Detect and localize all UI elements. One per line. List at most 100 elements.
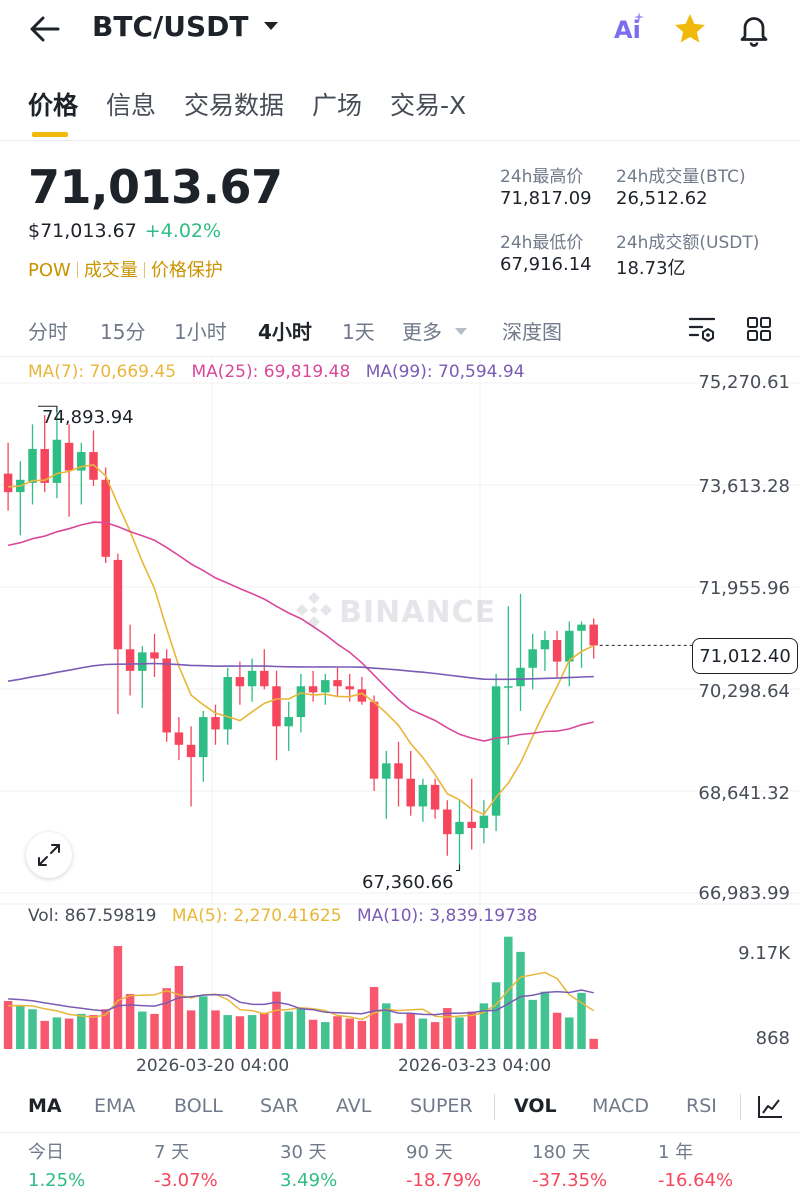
- tag-volume[interactable]: 成交量: [83, 260, 138, 281]
- volume-legend: Vol: 867.59819 MA(5): 2,270.41625 MA(10)…: [28, 906, 537, 926]
- tag-price-protection[interactable]: 价格保护: [150, 260, 223, 281]
- tab-square[interactable]: 广场: [312, 91, 363, 120]
- tag-divider: [143, 262, 145, 278]
- indicator-vol[interactable]: VOL: [514, 1095, 557, 1117]
- candle-body: [369, 701, 379, 779]
- volume-bar: [491, 982, 501, 1049]
- vol-usdt-24h-label: 24h成交额(USDT): [616, 233, 760, 253]
- volume-bar: [28, 1009, 37, 1049]
- volume-bar: [394, 1023, 403, 1049]
- pair-selector[interactable]: BTC/USDT: [92, 10, 280, 43]
- volume-bar: [174, 965, 184, 1049]
- perf-label-30d: 30 天: [280, 1142, 327, 1163]
- candle-body: [345, 686, 354, 690]
- candle-body: [467, 821, 476, 829]
- usd-price-row: $71,013.67 +4.02%: [28, 220, 221, 242]
- layout-grid-icon[interactable]: [746, 316, 772, 342]
- indicator-divider: [494, 1094, 495, 1120]
- volume-bar: [467, 1011, 476, 1049]
- volume-bar: [528, 999, 537, 1049]
- binance-logo-icon: [296, 592, 332, 628]
- tag-row: POW 成交量 价格保护: [28, 256, 223, 282]
- volume-bar: [40, 1020, 49, 1049]
- candle-body: [101, 479, 110, 557]
- indicator-macd[interactable]: MACD: [592, 1095, 649, 1117]
- tag-divider: [76, 262, 78, 278]
- interval-more-label: 更多: [402, 320, 442, 344]
- indicator-rsi[interactable]: RSI: [686, 1095, 717, 1117]
- indicator-ma[interactable]: MA: [28, 1095, 62, 1117]
- volume-bar: [455, 1017, 464, 1049]
- volume-bar: [125, 994, 135, 1049]
- interval-more[interactable]: 更多: [402, 316, 468, 345]
- main-tabs: 价格 信息 交易数据 广场 交易-X: [0, 70, 800, 141]
- tab-price[interactable]: 价格: [28, 91, 79, 120]
- interval-timeline[interactable]: 分时: [28, 320, 68, 344]
- indicator-super[interactable]: SUPER: [410, 1095, 473, 1117]
- candle-body: [394, 763, 403, 779]
- interval-1h[interactable]: 1小时: [174, 320, 227, 344]
- candle-body: [113, 559, 123, 650]
- ma7-legend: MA(7): 70,669.45: [28, 362, 177, 382]
- volume-bar: [565, 1017, 574, 1049]
- interval-15m[interactable]: 15分: [100, 320, 146, 344]
- perf-label-today: 今日: [28, 1142, 64, 1163]
- chart-settings-icon[interactable]: [688, 316, 716, 342]
- indicator-bar: MA EMA BOLL SAR AVL SUPER VOL MACD RSI: [0, 1080, 800, 1133]
- indicator-sar[interactable]: SAR: [260, 1095, 299, 1117]
- volume-bar: [369, 986, 379, 1049]
- interval-bar: 分时 15分 1小时 4小时 1天 更多 深度图: [0, 300, 800, 357]
- volume-bar: [260, 1012, 269, 1049]
- interval-depth-chart[interactable]: 深度图: [502, 320, 562, 344]
- volume-bar: [577, 992, 586, 1049]
- candle-body: [125, 649, 135, 671]
- candle-body: [455, 821, 464, 835]
- volume-bar: [284, 1011, 293, 1049]
- volume-bar: [333, 1016, 342, 1049]
- tab-trade-x[interactable]: 交易-X: [390, 91, 467, 120]
- pair-title: BTC/USDT: [92, 10, 249, 43]
- high-marker-line: [38, 405, 58, 413]
- indicator-settings-icon[interactable]: [756, 1094, 784, 1120]
- y-tick-label: 73,613.28: [698, 476, 790, 497]
- volume-bar: [321, 1022, 330, 1049]
- candle-body: [199, 717, 208, 758]
- candle-body: [235, 677, 245, 687]
- indicator-avl[interactable]: AVL: [336, 1095, 372, 1117]
- sparkle-icon: [634, 12, 644, 22]
- indicator-boll[interactable]: BOLL: [174, 1095, 223, 1117]
- volume-bar: [3, 1001, 13, 1049]
- volume-bar: [382, 1003, 391, 1049]
- tab-active-indicator: [32, 132, 68, 137]
- tab-info[interactable]: 信息: [106, 91, 157, 120]
- volume-y-tick: 9.17K: [738, 943, 790, 964]
- candle-body: [272, 686, 281, 727]
- back-arrow-icon[interactable]: [28, 14, 62, 44]
- y-tick-label: 70,298.64: [698, 681, 790, 702]
- bell-notification-icon[interactable]: [736, 11, 772, 47]
- candle-body: [491, 686, 501, 816]
- volume-bar: [516, 951, 525, 1049]
- candle-body: [211, 717, 220, 730]
- candlestick-chart[interactable]: [0, 357, 800, 1057]
- tag-pow[interactable]: POW: [28, 260, 71, 281]
- candle-body: [589, 624, 598, 646]
- volume-bar: [479, 1003, 489, 1049]
- perf-value-90d: -18.79%: [406, 1170, 482, 1191]
- star-favorite-icon[interactable]: [672, 11, 708, 47]
- interval-1d[interactable]: 1天: [342, 320, 375, 344]
- fullscreen-expand-button[interactable]: [26, 832, 72, 878]
- volume-bar: [443, 1008, 452, 1049]
- volume-bar: [162, 988, 171, 1049]
- candle-body: [552, 640, 562, 662]
- perf-value-30d: 3.49%: [280, 1170, 338, 1191]
- interval-4h[interactable]: 4小时: [258, 320, 312, 344]
- expand-arrows-icon: [38, 844, 60, 866]
- high-price-marker: 74,893.94: [42, 407, 134, 428]
- volume-bar: [89, 1015, 98, 1049]
- indicator-ema[interactable]: EMA: [94, 1095, 136, 1117]
- ai-icon: Ai: [614, 16, 641, 44]
- ai-button[interactable]: Ai: [612, 12, 646, 46]
- volume-bar: [430, 1022, 440, 1049]
- tab-trading-data[interactable]: 交易数据: [184, 91, 285, 120]
